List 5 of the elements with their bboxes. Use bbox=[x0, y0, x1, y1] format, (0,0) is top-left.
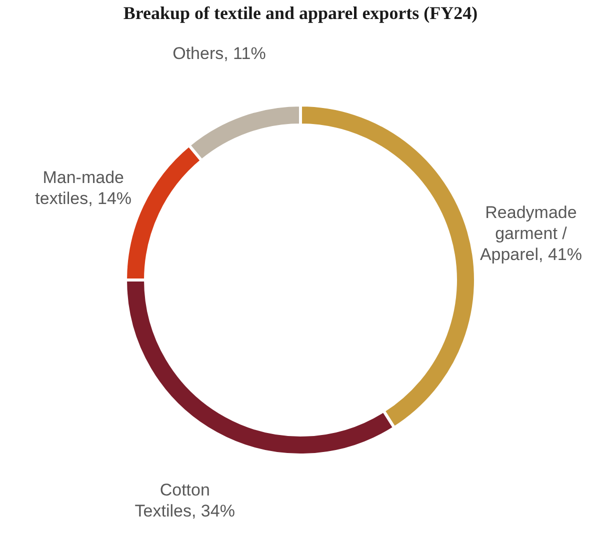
slice-label: Man-made textiles, 14% bbox=[35, 168, 132, 208]
slice-label: Cotton Textiles, 34% bbox=[134, 480, 235, 520]
slice-label: Others, 11% bbox=[172, 44, 266, 64]
chart-title: Breakup of textile and apparel exports (FY24) bbox=[123, 3, 478, 23]
slice-label: Readymade garment / Apparel, 41% bbox=[480, 203, 582, 264]
